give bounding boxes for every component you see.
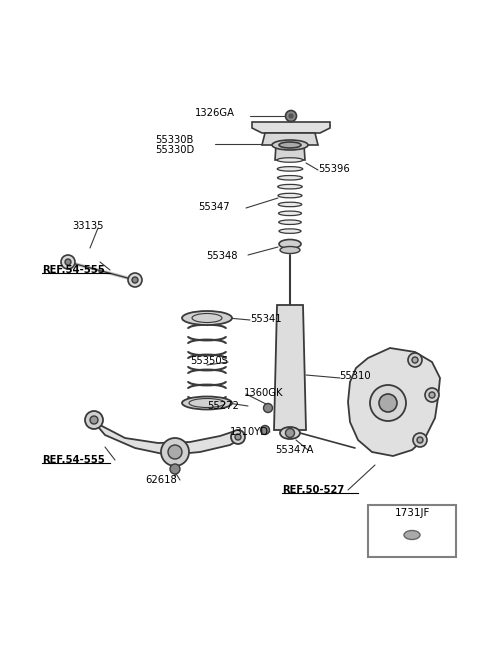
Text: 55347A: 55347A	[275, 445, 313, 455]
Ellipse shape	[278, 211, 301, 215]
Circle shape	[379, 394, 397, 412]
Circle shape	[85, 411, 103, 429]
Text: 55272: 55272	[207, 401, 239, 411]
Circle shape	[286, 111, 297, 121]
Circle shape	[170, 464, 180, 474]
Circle shape	[65, 259, 71, 265]
Ellipse shape	[277, 158, 303, 162]
Text: 55396: 55396	[318, 164, 350, 174]
Text: 55310: 55310	[339, 371, 371, 381]
Ellipse shape	[279, 240, 301, 248]
Ellipse shape	[280, 246, 300, 253]
Circle shape	[425, 388, 439, 402]
Text: 55341: 55341	[250, 314, 282, 324]
Circle shape	[132, 277, 138, 283]
Text: 62618: 62618	[145, 475, 177, 485]
Text: 55330D: 55330D	[155, 145, 194, 155]
Circle shape	[286, 428, 295, 438]
Text: 1310YD: 1310YD	[230, 427, 269, 437]
Polygon shape	[274, 305, 306, 430]
Circle shape	[168, 445, 182, 459]
Circle shape	[231, 430, 245, 444]
Ellipse shape	[182, 396, 232, 409]
Text: REF.54-555: REF.54-555	[42, 455, 105, 465]
Text: 1360GK: 1360GK	[244, 388, 284, 398]
Ellipse shape	[272, 140, 308, 150]
Circle shape	[235, 434, 241, 440]
Ellipse shape	[278, 202, 302, 207]
Text: REF.54-555: REF.54-555	[42, 265, 105, 275]
Circle shape	[417, 437, 423, 443]
Polygon shape	[252, 122, 330, 133]
Polygon shape	[348, 348, 440, 456]
Circle shape	[61, 255, 75, 269]
Ellipse shape	[404, 531, 420, 540]
Ellipse shape	[182, 311, 232, 325]
Circle shape	[90, 416, 98, 424]
Circle shape	[370, 385, 406, 421]
Text: 33135: 33135	[72, 221, 104, 231]
Text: 1731JF: 1731JF	[394, 508, 430, 518]
Ellipse shape	[280, 427, 300, 439]
Circle shape	[128, 273, 142, 287]
Ellipse shape	[277, 176, 302, 180]
Bar	[368, 505, 456, 557]
Text: REF.50-527: REF.50-527	[282, 485, 344, 495]
Polygon shape	[275, 145, 305, 160]
Polygon shape	[262, 133, 318, 145]
Circle shape	[413, 433, 427, 447]
Circle shape	[161, 438, 189, 466]
Ellipse shape	[279, 220, 301, 225]
Ellipse shape	[278, 185, 302, 189]
Circle shape	[412, 357, 418, 363]
Text: 55347: 55347	[198, 202, 229, 212]
Text: 55348: 55348	[206, 251, 238, 261]
Text: 55350S: 55350S	[190, 356, 228, 366]
Text: 55330B: 55330B	[155, 135, 193, 145]
Ellipse shape	[279, 229, 301, 233]
Ellipse shape	[278, 193, 302, 198]
Circle shape	[429, 392, 435, 398]
Text: 1326GA: 1326GA	[195, 108, 235, 118]
Polygon shape	[88, 415, 242, 455]
Circle shape	[264, 403, 273, 413]
Circle shape	[408, 353, 422, 367]
Ellipse shape	[277, 166, 303, 171]
Circle shape	[289, 114, 293, 118]
Ellipse shape	[279, 142, 301, 148]
Circle shape	[261, 426, 269, 434]
